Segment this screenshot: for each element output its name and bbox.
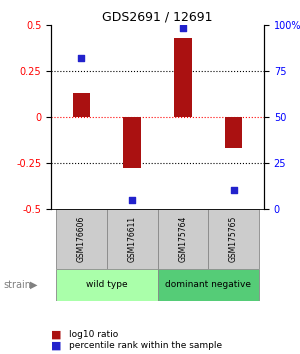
Bar [73,93,90,117]
Text: ▶: ▶ [30,280,38,290]
Bar [56,209,107,269]
Point [79,55,84,61]
Text: wild type: wild type [86,280,128,290]
Text: ■: ■ [51,330,62,339]
Bar [107,209,158,269]
Bar [225,117,242,148]
Text: GSM175765: GSM175765 [229,216,238,262]
Text: dominant negative: dominant negative [165,280,251,290]
Bar [158,269,259,301]
Bar [174,38,192,117]
Point [130,197,134,202]
Text: GSM175764: GSM175764 [178,216,188,262]
Bar [158,209,208,269]
Title: GDS2691 / 12691: GDS2691 / 12691 [102,11,213,24]
Text: GSM176611: GSM176611 [128,216,136,262]
Point [181,25,185,31]
Bar [123,117,141,169]
Text: GSM176606: GSM176606 [77,216,86,262]
Bar [208,209,259,269]
Text: log10 ratio: log10 ratio [69,330,118,339]
Point [231,188,236,193]
Bar [56,269,158,301]
Text: percentile rank within the sample: percentile rank within the sample [69,341,222,350]
Text: ■: ■ [51,340,62,350]
Text: strain: strain [3,280,31,290]
